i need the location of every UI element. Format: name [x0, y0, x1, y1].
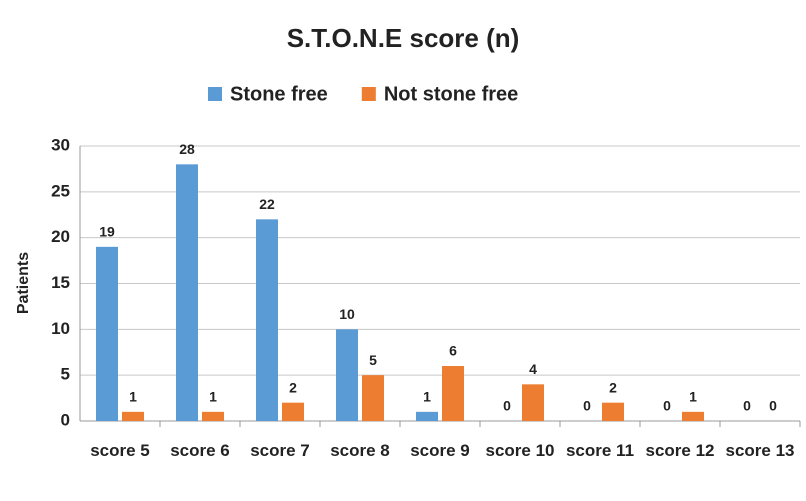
legend-label: Not stone free [384, 83, 518, 105]
bar [442, 366, 464, 421]
y-tick-label: 20 [51, 227, 70, 246]
data-label: 2 [289, 379, 297, 395]
data-label: 10 [339, 306, 355, 322]
bar [282, 402, 304, 421]
x-tick-label: score 9 [410, 441, 470, 460]
y-tick-label: 5 [61, 365, 70, 384]
data-label: 1 [689, 389, 697, 405]
bar [416, 411, 438, 421]
data-label: 0 [583, 398, 591, 414]
data-label: 4 [529, 361, 537, 377]
data-label: 0 [769, 398, 777, 414]
x-tick-label: score 6 [170, 441, 230, 460]
bar [122, 411, 144, 421]
data-label: 1 [423, 389, 431, 405]
bar [96, 246, 118, 421]
x-tick-label: score 5 [90, 441, 150, 460]
bar [602, 402, 624, 421]
data-label: 2 [609, 379, 617, 395]
y-tick-label: 30 [51, 135, 70, 154]
bar [362, 375, 384, 421]
data-label: 22 [259, 196, 275, 212]
y-tick-label: 25 [51, 181, 70, 200]
legend-label: Stone free [230, 83, 328, 105]
bar [682, 411, 704, 421]
bar [522, 384, 544, 421]
bar [256, 219, 278, 421]
legend-swatch [208, 87, 222, 101]
x-tick-label: score 7 [250, 441, 310, 460]
x-tick-label: score 10 [485, 441, 555, 460]
data-label: 19 [99, 224, 115, 240]
y-tick-label: 0 [61, 410, 70, 429]
data-label: 5 [369, 352, 377, 368]
bar [336, 329, 358, 421]
x-tick-label: score 13 [725, 441, 795, 460]
data-label: 6 [449, 343, 457, 359]
bar [176, 164, 198, 422]
legend-swatch [361, 87, 376, 101]
x-tick-label: score 8 [330, 441, 390, 460]
bar [202, 411, 224, 421]
data-label: 1 [209, 389, 217, 405]
y-tick-label: 15 [51, 273, 70, 292]
data-label: 1 [129, 389, 137, 405]
data-label: 0 [743, 398, 751, 414]
data-label: 0 [503, 398, 511, 414]
data-label: 0 [663, 398, 671, 414]
y-tick-label: 10 [51, 319, 70, 338]
chart-title: S.T.O.N.E score (n) [287, 23, 520, 53]
y-axis-label: Patients [15, 252, 32, 314]
data-label: 28 [179, 141, 195, 157]
x-tick-label: score 11 [565, 441, 635, 460]
x-tick-label: score 12 [645, 441, 715, 460]
